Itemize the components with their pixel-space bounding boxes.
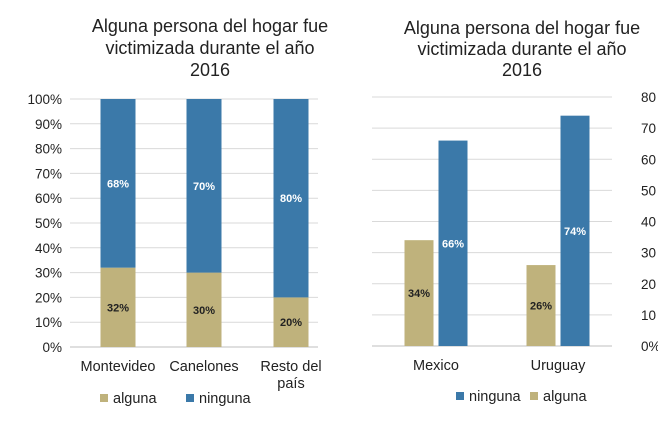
chart1-data-label-ninguna-0: 68% [107,178,129,190]
chart2-legend-label-ninguna: ninguna [469,389,522,405]
chart2-y-tick: 20 [641,277,656,292]
chart1-legend-swatch-alguna [100,394,108,402]
chart2-data-label-alguna-0: 34% [408,288,430,300]
chart1-y-tick: 90% [35,117,62,132]
chart1-y-tick: 70% [35,166,62,181]
chart1-bar-ninguna-0 [100,99,136,268]
chart1-bar-alguna-1 [186,272,222,347]
chart2-legend-swatch-alguna [530,392,538,400]
chart2-x-label-1: Uruguay [531,358,587,374]
chart2-y-tick: 30 [641,246,656,261]
chart1-y-tick: 80% [35,142,62,157]
chart1-title-line-1: victimizada durante el año [105,38,314,58]
chart1-y-tick: 50% [35,216,62,231]
chart1-bar-ninguna-1 [186,99,222,273]
chart1-x-label-0: Montevideo [81,359,156,375]
chart2-legend-swatch-ninguna [456,392,464,400]
chart2-bar-ninguna-1 [560,115,590,346]
chart2-data-label-ninguna-1: 74% [564,226,586,238]
chart2-bar-alguna-0 [404,240,434,346]
chart2-title-line-1: victimizada durante el año [417,39,626,59]
chart2-y-tick: 60 [641,152,656,167]
chart2-title-line-2: 2016 [502,60,542,80]
chart1-legend-label-ninguna: ninguna [199,391,252,407]
chart1-data-label-alguna-0: 32% [107,302,129,314]
chart1-y-tick: 60% [35,191,62,206]
chart1-bar-alguna-2 [273,297,309,347]
chart1-x-label-2: Resto del [260,359,321,375]
chart2-y-tick: 80 [641,90,656,105]
chart2-legend-label-alguna: alguna [543,389,587,405]
chart1-legend-swatch-ninguna [186,394,194,402]
chart2-y-tick: 0% [641,339,658,354]
chart1-data-label-ninguna-2: 80% [280,193,302,205]
chart1-data-label-ninguna-1: 70% [193,181,215,193]
chart2-title-line-0: Alguna persona del hogar fue [404,18,640,38]
chart1-y-tick: 40% [35,241,62,256]
chart1-bar-alguna-0 [100,267,136,347]
chart2-bar-alguna-1 [526,265,556,346]
chart2-y-tick: 40 [641,215,656,230]
chart2-x-label-0: Mexico [413,358,459,374]
chart1-title-line-0: Alguna persona del hogar fue [92,16,328,36]
chart1-y-tick: 10% [35,315,62,330]
chart1-x-label-1: Canelones [169,359,238,375]
chart2-data-label-alguna-1: 26% [530,301,552,313]
chart1-y-tick: 30% [35,266,62,281]
chart2-data-label-ninguna-0: 66% [442,238,464,250]
chart1-x-label-2: país [277,376,304,392]
chart2-bar-ninguna-0 [438,140,468,346]
chart2-y-tick: 10 [641,308,656,323]
chart1-legend-label-alguna: alguna [113,391,157,407]
chart1-data-label-alguna-1: 30% [193,305,215,317]
chart1-y-tick: 20% [35,290,62,305]
chart1-y-tick: 100% [27,92,62,107]
chart2-y-tick: 50 [641,183,656,198]
chart1-title-line-2: 2016 [190,60,230,80]
chart2-y-tick: 70 [641,121,656,136]
chart1-data-label-alguna-2: 20% [280,317,302,329]
chart1-y-tick: 0% [42,340,62,355]
chart1-bar-ninguna-2 [273,99,309,298]
